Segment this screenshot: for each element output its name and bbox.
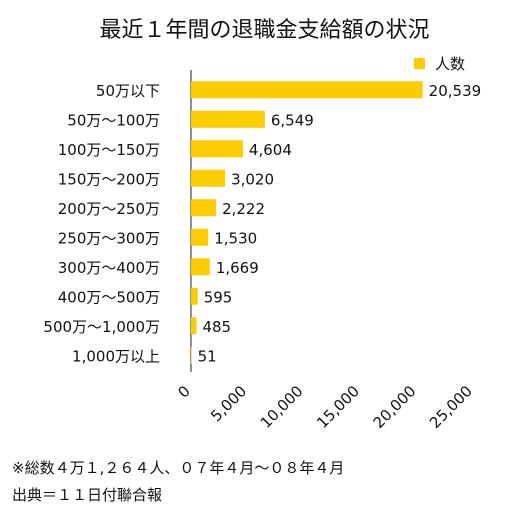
bar-7 [191,287,198,305]
value-label: 1,530 [214,229,257,247]
category-label: 50万以下 [96,82,160,100]
bar-6 [191,258,210,276]
x-tick-label: 25,000 [426,382,476,432]
value-label: 595 [204,288,233,306]
x-tick-label: 5,000 [207,382,250,425]
category-label: 250万〜300万 [58,229,160,247]
category-label: 200万〜250万 [58,200,160,218]
category-label: 400万〜500万 [58,288,160,306]
category-label: 1,000万以上 [72,347,160,365]
footnote-total: ※総数４万１,２６４人、０７年４月〜０８年４月 [12,459,345,477]
bar-9 [191,346,192,364]
x-tick-label: 0 [174,382,193,401]
category-label: 100万〜150万 [58,141,160,159]
value-label: 4,604 [249,141,292,159]
bar-0 [191,81,423,99]
chart-title: 最近１年間の退職金支給額の状況 [99,18,430,43]
value-label: 51 [198,347,217,365]
category-label: 150万〜200万 [58,170,160,188]
legend-label: 人数 [435,55,465,73]
category-label: 50万〜100万 [67,111,160,129]
value-label: 20,539 [429,82,482,100]
x-tick-label: 20,000 [370,382,420,432]
footnote-source: 出典＝１１日付聯合報 [12,486,163,504]
bar-8 [191,317,197,335]
bar-4 [191,199,217,217]
bar-3 [191,169,226,187]
value-label: 6,549 [271,111,314,129]
value-label: 1,669 [216,259,259,277]
bar-2 [191,140,243,158]
x-tick-label: 10,000 [257,382,307,432]
category-label: 300万〜400万 [58,259,160,277]
value-label: 485 [202,318,231,336]
value-label: 2,222 [222,200,265,218]
value-label: 3,020 [231,170,274,188]
legend-swatch [414,58,425,69]
category-label: 500万〜1,000万 [43,318,160,336]
x-tick-label: 15,000 [313,382,363,432]
bar-5 [191,228,209,246]
bar-1 [191,110,265,128]
